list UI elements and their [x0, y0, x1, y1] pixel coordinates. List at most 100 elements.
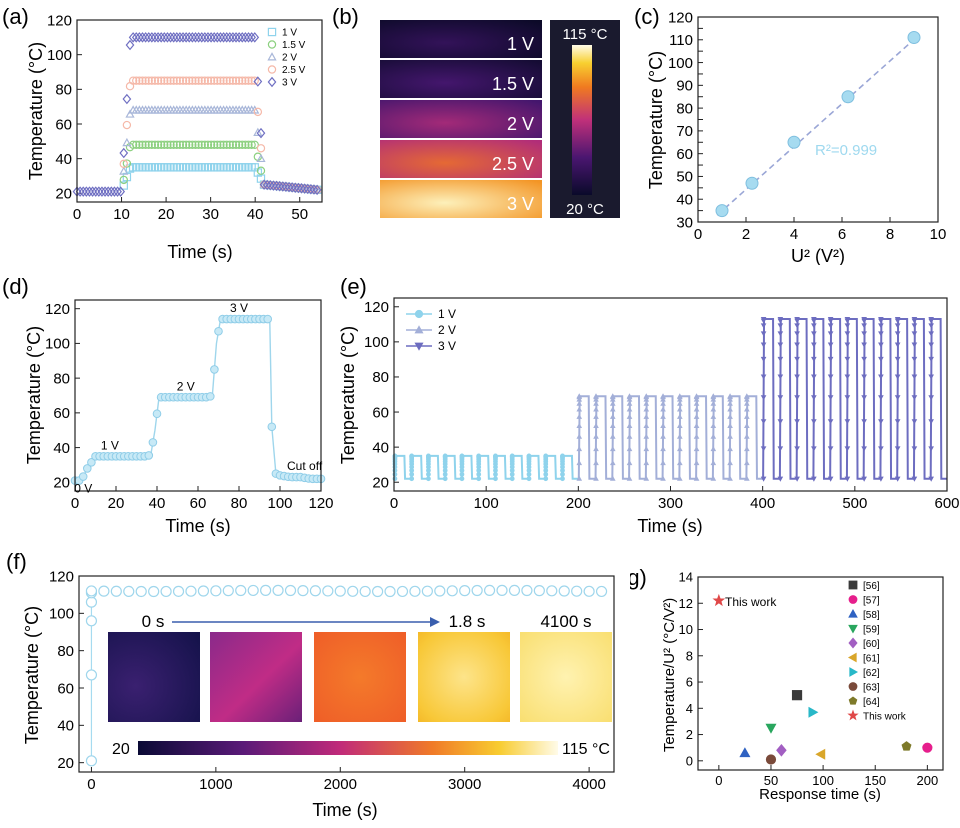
data-point [760, 419, 767, 425]
data-point [244, 140, 253, 149]
legend-label: 3 V [282, 78, 297, 89]
data-point [710, 445, 717, 452]
data-point [878, 323, 884, 329]
data-point [643, 396, 650, 402]
data-point [169, 76, 178, 85]
data-point [765, 754, 777, 765]
data-point [85, 755, 98, 767]
legend-marker [848, 682, 858, 691]
data-point [297, 183, 306, 194]
data-point [150, 140, 160, 149]
data-point [593, 475, 599, 481]
data-point [219, 140, 228, 149]
annotation: 2 V [177, 379, 195, 393]
x-tick-label: 2 [742, 226, 750, 243]
data-point [197, 76, 206, 85]
data-point [827, 331, 834, 337]
data-point [922, 742, 933, 753]
data-point [231, 76, 241, 85]
data-point [322, 585, 334, 597]
data-point [844, 342, 851, 348]
data-point [75, 186, 85, 197]
data-point [309, 184, 319, 195]
data-point [827, 356, 834, 363]
data-point [216, 76, 225, 85]
legend-label: 2.5 V [282, 65, 306, 76]
y-tick-label: 2 [686, 727, 693, 742]
data-point [219, 76, 228, 85]
data-point [94, 186, 104, 197]
y-tick-label: 120 [45, 301, 70, 318]
inset-image-mid [314, 632, 406, 722]
data-point [546, 585, 558, 597]
data-point [228, 32, 238, 43]
inset-time-mid: 1.8 s [449, 612, 486, 631]
data-point [878, 374, 884, 380]
data-point [744, 460, 750, 466]
data-point [844, 323, 851, 329]
data-point [148, 438, 158, 447]
data-point [894, 476, 901, 482]
data-point [710, 475, 717, 481]
data-point [294, 182, 303, 194]
data-point [272, 180, 281, 192]
data-point [144, 76, 153, 85]
y-tick-label: 50 [676, 169, 693, 186]
legend-marker [267, 40, 277, 49]
data-point [727, 433, 733, 439]
data-point [209, 76, 219, 85]
data-point [928, 446, 934, 452]
data-point [103, 186, 113, 197]
data-point [160, 585, 172, 598]
chart-g: (g) 0 50 100 150 200 0 2 4 6 8 10 12 14 [56] [57] [58]… [630, 565, 944, 803]
data-point [593, 413, 599, 419]
data-point [175, 140, 185, 149]
panel-label: (a) [2, 4, 29, 29]
panel-label: (g) [630, 565, 647, 590]
data-point [595, 585, 608, 598]
data-point [811, 356, 817, 363]
data-point [262, 179, 272, 191]
data-point [676, 400, 683, 406]
data-point [676, 406, 683, 412]
legend-marker [848, 608, 858, 618]
data-point [787, 135, 801, 149]
data-point [210, 365, 219, 374]
x-axis-label: Time (s) [312, 800, 377, 820]
data-point [777, 342, 784, 348]
data-point [476, 476, 482, 482]
data-point [571, 585, 583, 597]
data-point [626, 393, 633, 399]
data-point [844, 446, 851, 452]
r2-annotation: R²=0.999 [815, 142, 877, 159]
data-point [928, 356, 934, 363]
y-axis-label: Temperature (°C) [340, 326, 358, 464]
y-tick-label: 60 [372, 404, 389, 421]
data-point [744, 400, 750, 406]
y-tick-label: 20 [55, 186, 72, 203]
data-point [213, 140, 222, 149]
data-point [811, 317, 817, 323]
plot-frame [393, 297, 948, 492]
series-line [762, 318, 947, 480]
data-point [396, 585, 409, 598]
data-point [181, 32, 191, 43]
data-point [163, 32, 172, 43]
legend-marker [414, 342, 424, 351]
colorbar [138, 741, 558, 755]
data-point [844, 374, 851, 380]
data-point [760, 323, 767, 329]
data-point [583, 585, 595, 597]
data-point [144, 451, 154, 460]
x-tick-label: 30 [202, 206, 219, 223]
data-point [777, 331, 784, 337]
data-point [526, 476, 532, 482]
data-point [794, 446, 800, 452]
data-point [609, 406, 616, 412]
data-point [259, 179, 269, 190]
data-point [894, 446, 901, 452]
data-point [148, 585, 160, 598]
data-point [122, 137, 132, 147]
legend-marker [848, 580, 858, 590]
legend-label: [56] [863, 581, 880, 592]
